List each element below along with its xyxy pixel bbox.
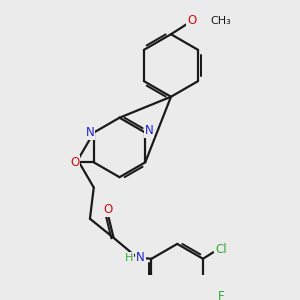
Text: O: O bbox=[103, 203, 112, 216]
Text: F: F bbox=[218, 290, 224, 300]
Text: N: N bbox=[136, 251, 145, 264]
Text: O: O bbox=[187, 14, 196, 27]
Text: N: N bbox=[85, 126, 94, 139]
Text: N: N bbox=[145, 124, 153, 137]
Text: CH₃: CH₃ bbox=[210, 16, 231, 26]
Text: Cl: Cl bbox=[215, 243, 227, 256]
Text: O: O bbox=[70, 156, 79, 169]
Text: H: H bbox=[124, 253, 133, 262]
